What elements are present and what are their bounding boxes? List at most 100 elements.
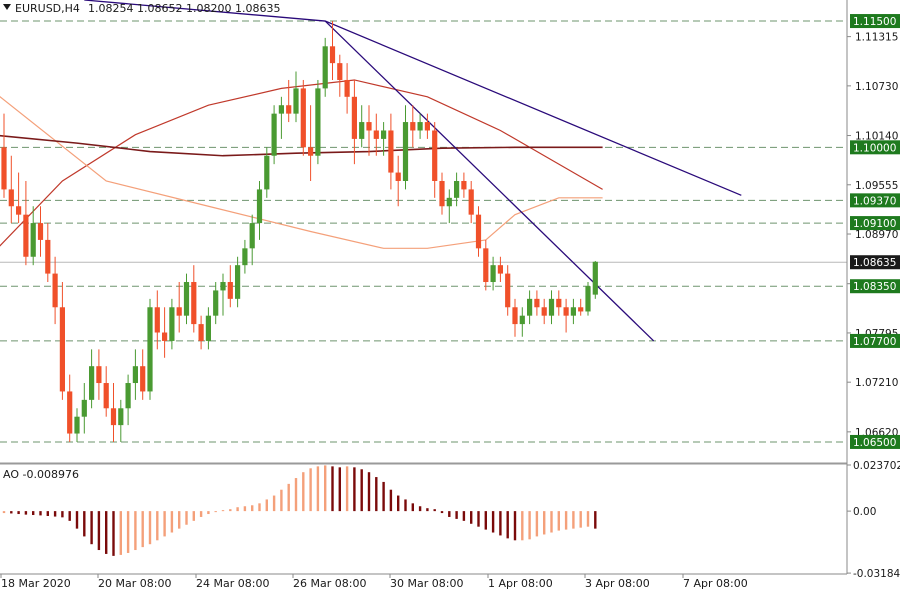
candle-body [59,307,65,392]
ao-bar [324,465,327,512]
candle-body [475,214,482,249]
ao-bar [243,506,247,512]
ao-bar [53,511,57,517]
ao-bar [579,511,582,528]
candle-body [16,206,22,215]
candle-body [373,130,379,139]
candle-body [329,46,336,64]
time-scale: 18 Mar 2020 20 Mar 08:00 24 Mar 08:00 26 Ma… [0,574,748,590]
ao-bar [280,489,283,512]
candle-body [293,88,299,114]
ao-bar [426,508,429,512]
candle-body [454,180,460,198]
time-tick-label: 7 Apr 08:00 [683,577,748,590]
level-badge-label: 1.06500 [853,437,896,449]
ao-bar [148,511,152,545]
ao-bar [397,495,400,512]
ao-scale: 0.023702 0.00 -0.031846 [847,460,900,580]
candle-body [512,307,518,325]
ao-bar [338,467,341,512]
time-tick-label: 24 Mar 08:00 [196,577,269,590]
level-badge-label: 1.09370 [853,195,896,207]
ao-bar [207,511,210,515]
candle-body [8,189,14,207]
candle-body [235,265,241,299]
candle-body [300,88,306,148]
price-tick-label: 1.09555 [855,180,898,192]
current-price-badge [850,255,900,270]
time-tick-label: 3 Apr 08:00 [585,577,650,590]
trendlines[interactable] [84,0,742,342]
candle-body [110,408,117,426]
ao-bar [214,511,217,513]
moving-average-line [0,134,603,157]
ao-label: AO -0.008976 [3,468,79,481]
candle-body [176,307,182,316]
ao-bar [433,509,436,512]
ao-bar [316,466,320,512]
ao-bar [470,511,473,524]
candles [1,21,598,442]
ao-bar [543,511,546,535]
candle-body [198,324,204,341]
ao-bar [178,511,181,529]
current-price-label: 1.08635 [853,257,896,269]
trendline[interactable] [324,20,655,342]
candle-body [271,113,277,156]
ao-bar [550,511,553,533]
candle-body [351,96,357,139]
candle-body [96,366,102,384]
ao-tick-label: -0.031846 [853,568,900,580]
candle-body [132,366,138,384]
candle-body [424,122,430,131]
ao-bar [535,511,539,537]
ao-bar [382,481,385,512]
candle-body [527,298,533,316]
ao-bar [97,511,101,551]
time-tick-label: 18 Mar 2020 [1,577,71,590]
ao-bar [68,511,71,521]
level-badge-label: 1.11500 [853,16,896,28]
ao-bar [404,499,407,512]
candle-body [468,189,474,215]
ao-bar [331,466,334,512]
ao-bar [163,511,166,537]
ao-bar [521,511,524,541]
ao-bar [119,511,122,555]
level-badge [850,434,900,449]
candle-body [359,122,365,139]
ao-bar [61,511,64,518]
ao-bar [418,506,422,512]
ao-bar [272,495,276,512]
candle-body [461,180,467,190]
candle-body [337,63,343,80]
ao-bar [594,511,597,529]
ao-bar [491,511,495,533]
ao-bar [236,507,239,512]
level-badge [850,14,900,29]
level-badge-label: 1.07700 [853,336,896,348]
candle-body [147,307,153,392]
ao-histogram [2,465,597,556]
candle-body [220,282,226,291]
ao-bar [572,511,575,529]
candle-body [191,282,197,325]
ao-bar [39,511,42,516]
ao-bar [564,511,568,530]
candle-body [183,282,190,316]
ao-bar [192,511,195,521]
level-badge [850,216,900,231]
ao-bar [17,511,20,515]
ao-bar [229,509,232,512]
dropdown-triangle-icon[interactable] [3,4,11,10]
ao-bar [90,511,93,545]
ao-bar [462,511,466,521]
candle-body [410,122,416,131]
level-badge [850,140,900,155]
ao-bar [112,511,115,556]
candle-body [322,46,328,89]
level-badge-label: 1.09100 [853,218,896,230]
candle-body [541,307,547,316]
